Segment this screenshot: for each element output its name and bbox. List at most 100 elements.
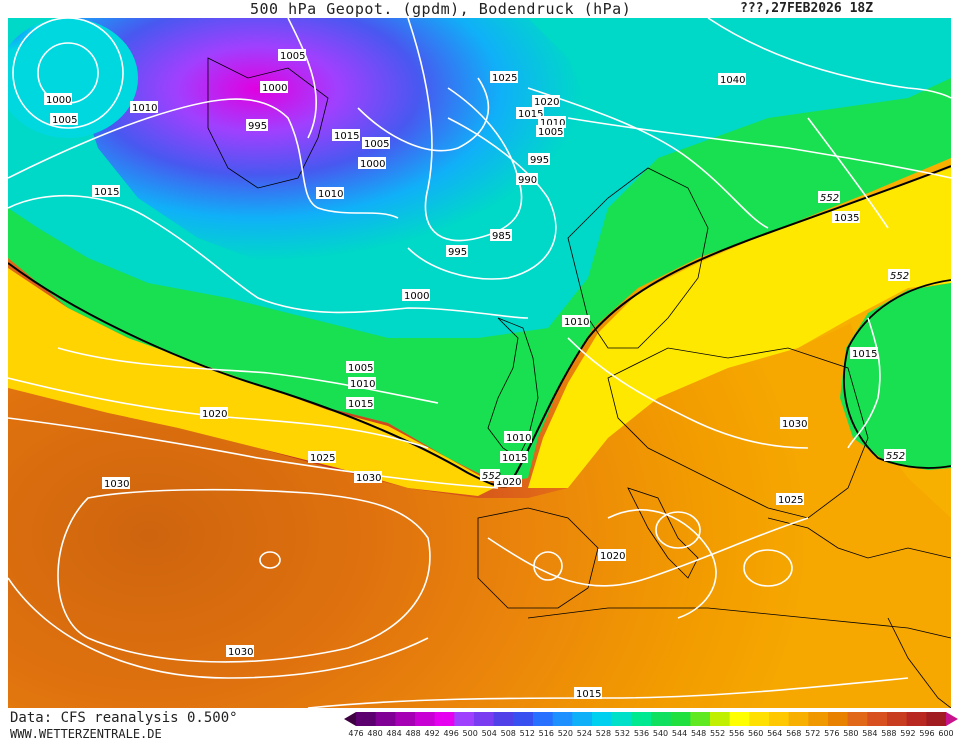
scale-tick-label: 588 <box>881 729 897 738</box>
scale-tick-label: 580 <box>843 729 859 738</box>
scale-tick-label: 596 <box>919 729 935 738</box>
svg-text:552: 552 <box>482 471 501 482</box>
scale-swatch <box>572 712 593 726</box>
upper-right-low <box>708 18 948 88</box>
isobar-label: 1020 <box>494 475 522 488</box>
isobar-label: 1015 <box>500 451 528 464</box>
scale-tick-label: 552 <box>709 729 726 738</box>
svg-text:1015: 1015 <box>334 131 359 142</box>
scale-swatch <box>788 712 809 726</box>
scale-swatch <box>611 712 632 726</box>
scale-tick-label: 492 <box>424 729 440 738</box>
isobar-label: 1010 <box>130 101 158 114</box>
scale-swatch <box>670 712 691 726</box>
svg-text:1000: 1000 <box>404 291 429 302</box>
svg-text:1040: 1040 <box>720 75 745 86</box>
isobar-label: 1010 <box>562 315 590 328</box>
svg-text:1025: 1025 <box>778 495 803 506</box>
scale-swatch <box>513 712 534 726</box>
scale-tick-label: 508 <box>500 729 516 738</box>
svg-text:1000: 1000 <box>360 159 385 170</box>
scale-tick-label: 560 <box>748 729 764 738</box>
svg-text:552: 552 <box>886 451 905 462</box>
svg-text:1015: 1015 <box>348 399 373 410</box>
scale-tick-label: 536 <box>633 729 650 738</box>
svg-text:1005: 1005 <box>280 51 305 62</box>
scale-swatch <box>493 712 514 726</box>
scale-tick-label: 504 <box>481 729 497 738</box>
svg-text:1005: 1005 <box>348 363 373 374</box>
svg-text:985: 985 <box>492 231 511 242</box>
scale-tick-label: 540 <box>652 729 669 738</box>
scale-swatch <box>454 712 475 726</box>
scale-tick-label: 600 <box>938 729 954 738</box>
scale-tick-label: 584 <box>862 729 878 738</box>
isobar-label: 1015 <box>574 687 602 700</box>
weather-map: 1000 1005 1010 1015 1005 1000 995 1015 1… <box>8 18 951 708</box>
isobar-label: 1015 <box>332 129 360 142</box>
isobar-label: 1000 <box>260 81 288 94</box>
scale-swatch <box>749 712 770 726</box>
scale-swatch <box>552 712 573 726</box>
scale-arrow-left <box>344 712 356 726</box>
svg-text:1005: 1005 <box>52 115 77 126</box>
isobar-label: 1005 <box>362 137 390 150</box>
scale-tick-label: 532 <box>614 729 631 738</box>
scale-swatch <box>651 712 672 726</box>
atlantic-yellow <box>8 268 498 496</box>
map-title: 500 hPa Geopot. (gpdm), Bodendruck (hPa) <box>250 0 632 18</box>
isobar-label: 995 <box>246 119 268 132</box>
scale-swatch <box>828 712 849 726</box>
svg-text:1030: 1030 <box>104 479 129 490</box>
isobar-label: 990 <box>516 173 538 186</box>
isobar-label: 1040 <box>718 73 746 86</box>
scale-tick-label: 520 <box>557 729 573 738</box>
isobar-label: 1025 <box>776 493 804 506</box>
svg-text:995: 995 <box>448 247 467 258</box>
scale-tick-label: 488 <box>405 729 421 738</box>
isobar-label: 1020 <box>532 95 560 108</box>
map-header: 500 hPa Geopot. (gpdm), Bodendruck (hPa)… <box>0 0 959 18</box>
isobar-label: 1025 <box>308 451 336 464</box>
isobar-label: 1030 <box>354 471 382 484</box>
scale-tick-label: 484 <box>386 729 402 738</box>
svg-text:552: 552 <box>890 271 909 282</box>
scale-swatch <box>533 712 554 726</box>
scale-swatch <box>710 712 731 726</box>
run-timestamp: ???,27FEB2026 18Z <box>740 1 874 16</box>
contour-label: 552 <box>480 469 501 482</box>
svg-text:1015: 1015 <box>94 187 119 198</box>
scale-swatch <box>808 712 829 726</box>
scale-tick-label: 568 <box>786 729 802 738</box>
isobar-label: 1010 <box>348 377 376 390</box>
scale-tick-label: 556 <box>729 729 745 738</box>
svg-text:1035: 1035 <box>834 213 859 224</box>
isobar-label: 1005 <box>346 361 374 374</box>
isobar-label: 1035 <box>832 211 860 224</box>
scale-swatch <box>592 712 613 726</box>
scale-tick-label: 476 <box>348 729 364 738</box>
scale-tick-label: 548 <box>690 729 707 738</box>
scale-swatch <box>690 712 711 726</box>
svg-text:1030: 1030 <box>228 647 253 658</box>
svg-text:1010: 1010 <box>564 317 589 328</box>
scale-swatch <box>474 712 495 726</box>
isobar-label: 1030 <box>780 417 808 430</box>
isobars <box>8 18 951 708</box>
scale-swatch <box>356 712 377 726</box>
contour-label: 552 <box>888 269 910 282</box>
svg-text:1015: 1015 <box>576 689 601 700</box>
scale-swatch <box>906 712 927 726</box>
scale-tick-label: 572 <box>805 729 821 738</box>
data-credit: Data: CFS reanalysis 0.500° <box>10 710 238 726</box>
svg-text:1005: 1005 <box>364 139 389 150</box>
isobar-label: 1015 <box>346 397 374 410</box>
svg-text:1000: 1000 <box>46 95 71 106</box>
isobar-label: 1005 <box>50 113 78 126</box>
scale-tick-label: 496 <box>443 729 459 738</box>
contour-552-east <box>843 279 951 469</box>
svg-text:1010: 1010 <box>318 189 343 200</box>
svg-text:1030: 1030 <box>782 419 807 430</box>
isobar-label: 1020 <box>598 549 626 562</box>
scale-tick-label: 480 <box>367 729 383 738</box>
